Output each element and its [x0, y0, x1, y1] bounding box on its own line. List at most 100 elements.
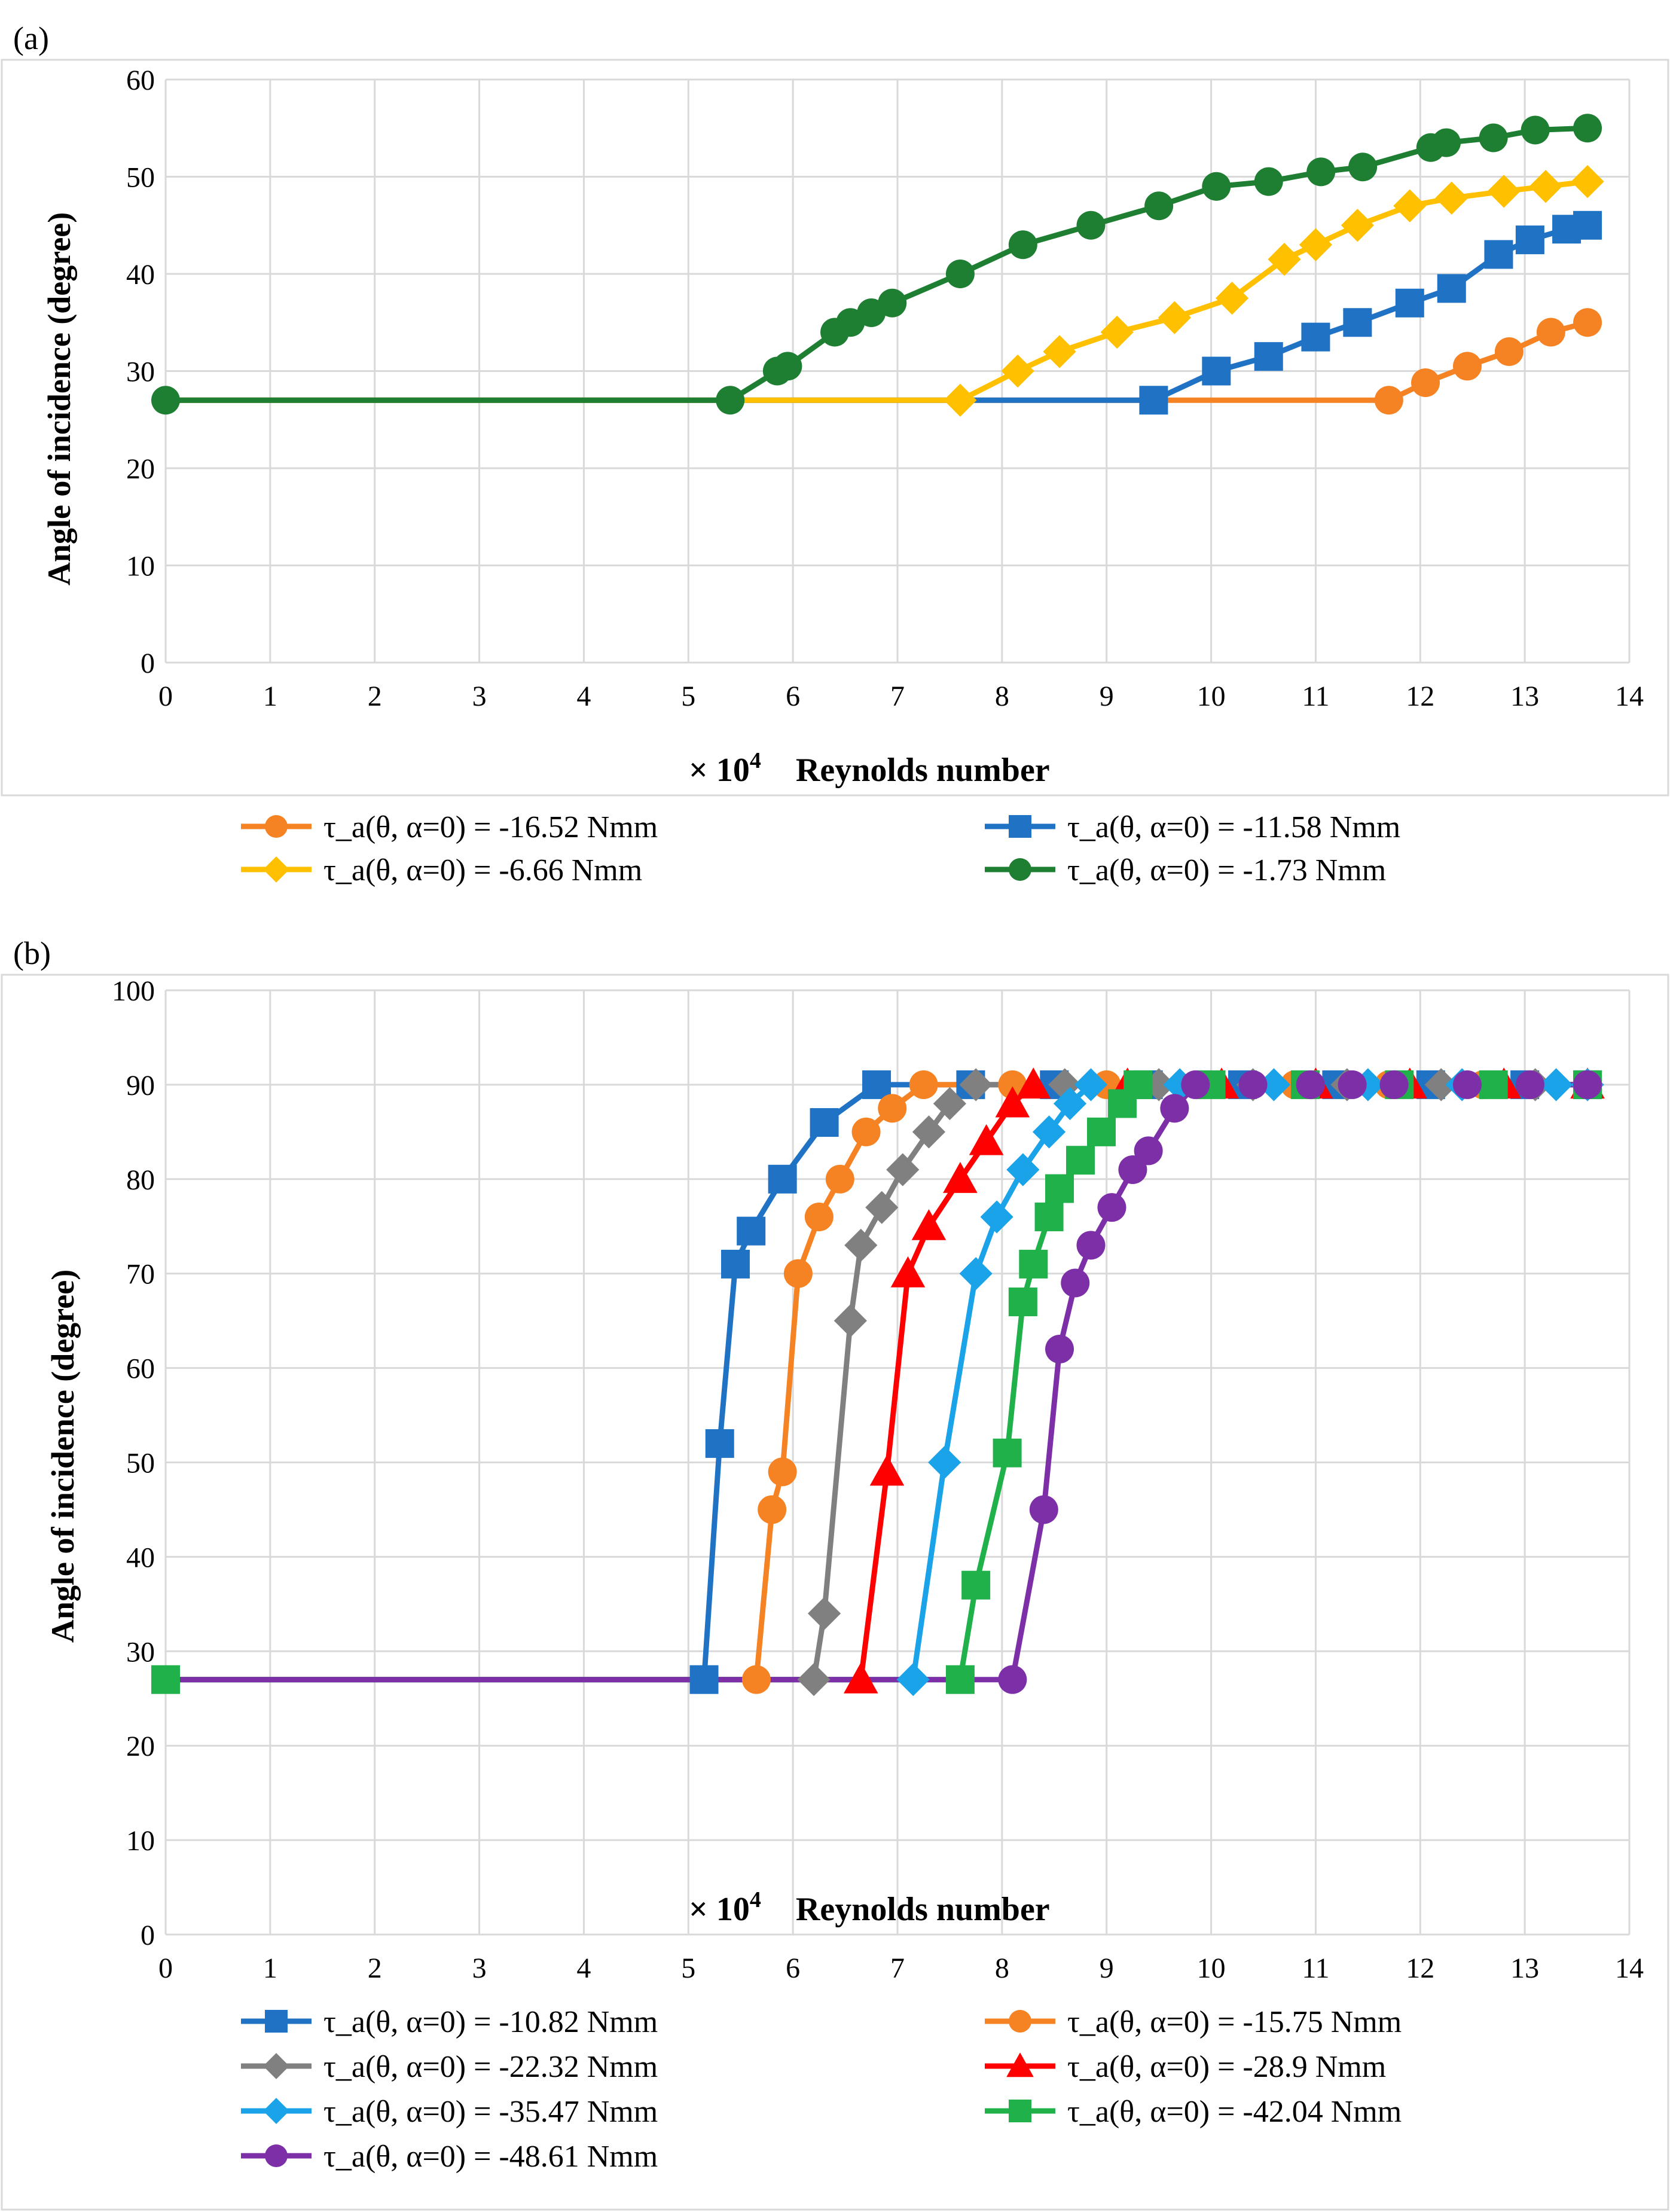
- legend-item: τ_a(θ, α=0) = -42.04 Nmm: [985, 2095, 1402, 2129]
- data-point: [1034, 1202, 1064, 1231]
- data-point: [1338, 1070, 1367, 1099]
- data-point: [878, 288, 907, 318]
- data-point: [768, 1457, 797, 1487]
- data-point: [1076, 1231, 1106, 1260]
- data-point: [1074, 1068, 1108, 1102]
- data-point: [1515, 225, 1544, 255]
- series-markers-4: [151, 114, 1602, 415]
- data-point: [912, 1115, 946, 1149]
- data-point: [737, 1216, 766, 1246]
- panel-b-x-axis-scale-exponent: 4: [750, 1887, 761, 1912]
- data-point: [1306, 157, 1336, 187]
- data-point: [783, 1259, 813, 1288]
- data-point: [1215, 282, 1249, 315]
- x-tick-label: 0: [158, 1952, 173, 1984]
- panel-a-x-axis-scale-prefix: × 10: [689, 752, 750, 789]
- data-point: [689, 1665, 719, 1694]
- legend-item: τ_a(θ, α=0) = -35.47 Nmm: [241, 2095, 658, 2129]
- data-point: [1134, 1136, 1163, 1166]
- data-point: [1006, 1153, 1040, 1186]
- data-point: [943, 1162, 978, 1193]
- y-tick-label: 60: [126, 65, 155, 96]
- data-point: [1043, 335, 1076, 368]
- data-point: [998, 1070, 1027, 1099]
- x-tick-label: 8: [995, 681, 1009, 712]
- data-point: [1254, 342, 1283, 371]
- data-point: [1487, 175, 1521, 208]
- data-point: [1296, 1070, 1325, 1099]
- data-point: [825, 1164, 854, 1194]
- x-tick-label: 7: [890, 681, 905, 712]
- data-point: [758, 1495, 787, 1524]
- data-point: [1100, 315, 1134, 349]
- data-point: [1139, 386, 1168, 415]
- y-tick-label: 50: [126, 162, 155, 194]
- x-tick-label: 12: [1406, 681, 1434, 712]
- legend-marker: [1009, 2010, 1031, 2033]
- data-point: [1008, 230, 1037, 260]
- data-point: [998, 1665, 1027, 1694]
- legend-marker: [265, 2010, 288, 2033]
- data-point: [720, 1249, 750, 1279]
- legend-item: τ_a(θ, α=0) = -48.61 Nmm: [241, 2140, 658, 2174]
- x-tick-label: 14: [1615, 681, 1644, 712]
- data-point: [1452, 1070, 1482, 1099]
- panel-a-x-axis-label: Reynolds number: [796, 752, 1050, 789]
- data-point: [969, 1124, 1004, 1155]
- data-point: [1479, 1070, 1508, 1099]
- legend-label: τ_a(θ, α=0) = -16.52 Nmm: [323, 810, 658, 844]
- data-point: [1573, 210, 1602, 240]
- data-point: [768, 1164, 797, 1194]
- data-point: [1032, 1115, 1066, 1149]
- data-point: [1536, 318, 1565, 347]
- y-tick-label: 40: [126, 259, 155, 291]
- x-tick-label: 1: [263, 1952, 277, 1984]
- data-point: [1061, 1268, 1090, 1298]
- data-point: [1301, 322, 1330, 352]
- data-point: [959, 1068, 993, 1102]
- legend-marker: [1006, 2052, 1034, 2077]
- legend-marker: [263, 2053, 289, 2079]
- x-tick-label: 12: [1406, 1952, 1434, 1984]
- y-tick-label: 80: [126, 1164, 155, 1196]
- x-tick-label: 13: [1510, 1952, 1539, 1984]
- x-tick-label: 2: [368, 681, 382, 712]
- x-tick-label: 1: [263, 681, 277, 712]
- data-point: [995, 1086, 1030, 1118]
- x-tick-label: 10: [1197, 1952, 1226, 1984]
- data-point: [886, 1153, 920, 1186]
- data-point: [1479, 123, 1508, 152]
- data-point: [869, 1454, 905, 1486]
- x-tick-label: 11: [1302, 681, 1329, 712]
- data-point: [1395, 288, 1424, 318]
- data-point: [1158, 301, 1191, 334]
- y-tick-label: 100: [112, 975, 155, 1007]
- data-point: [844, 1228, 878, 1262]
- data-point: [1268, 243, 1301, 276]
- data-point: [1411, 368, 1440, 397]
- data-point: [1053, 1087, 1087, 1121]
- x-tick-label: 10: [1197, 681, 1226, 712]
- legend-label: τ_a(θ, α=0) = -22.32 Nmm: [323, 2050, 658, 2084]
- data-point: [1432, 128, 1461, 157]
- data-point: [1123, 1070, 1153, 1099]
- data-point: [1515, 1070, 1544, 1099]
- panel-b-x-axis-scale-prefix: × 10: [689, 1891, 750, 1928]
- series-markers-7: [998, 1070, 1602, 1694]
- y-tick-label: 20: [126, 453, 155, 485]
- x-tick-label: 3: [472, 681, 487, 712]
- data-point: [705, 1429, 734, 1458]
- series-markers-2: [1139, 210, 1602, 415]
- y-tick-label: 50: [126, 1448, 155, 1479]
- panel-a-frame: [1, 59, 1669, 797]
- y-tick-label: 60: [126, 1353, 155, 1385]
- x-tick-label: 11: [1302, 1952, 1329, 1984]
- y-tick-label: 90: [126, 1070, 155, 1102]
- data-point: [959, 1257, 993, 1290]
- legend-marker: [1009, 815, 1031, 838]
- panel-b-legend: τ_a(θ, α=0) = -10.82 Nmm τ_a(θ, α=0) = -1…: [241, 2005, 1402, 2174]
- panel-a-label: (a): [13, 20, 49, 56]
- data-point: [834, 1304, 867, 1338]
- panel-a-series: [151, 114, 1604, 417]
